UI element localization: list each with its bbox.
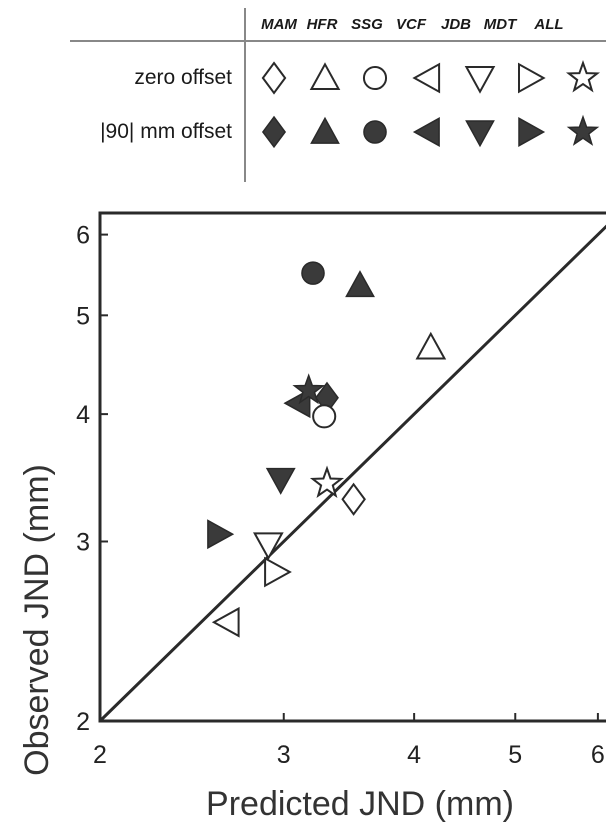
- legend-marker-vcf-zero: [412, 62, 441, 94]
- y-tick-label: 5: [76, 302, 90, 330]
- legend-row-label-offset: |90| mm offset: [100, 120, 232, 143]
- legend-marker-all-zero: [565, 60, 601, 93]
- data-point-hfr-zero: [415, 331, 447, 360]
- legend-header-vcf: VCF: [396, 16, 427, 33]
- y-tick-label: 2: [76, 708, 90, 736]
- legend-marker-hfr-offset: [310, 116, 340, 144]
- y-tick-label: 4: [76, 401, 90, 429]
- data-point-all-zero: [309, 465, 344, 499]
- legend-marker-all-offset: [566, 114, 600, 146]
- data-point-all-offset: [292, 373, 326, 405]
- legend-header-mam: MAM: [261, 16, 297, 33]
- data-point-hfr-offset: [345, 270, 375, 298]
- legend-marker-ssg-zero: [362, 65, 388, 91]
- data-point-jdb-offset: [265, 467, 296, 495]
- legend-marker-ssg-offset: [363, 120, 387, 144]
- legend-column-headers: MAM HFR SSG VCF JDB MDT ALL: [261, 16, 564, 33]
- x-tick-label: 2: [93, 741, 107, 769]
- legend-row-label-zero: zero offset: [134, 66, 232, 89]
- x-tick-label: 6: [591, 741, 605, 769]
- legend-header-all: ALL: [533, 16, 563, 33]
- legend-header-ssg: SSG: [351, 16, 383, 33]
- legend-header-hfr: HFR: [307, 16, 338, 33]
- legend-header-jdb: JDB: [441, 16, 471, 33]
- data-point-ssg-zero: [312, 404, 337, 429]
- scatter-chart: 2 3 4 5 6 2 3 4 5 6 Predicted JND (mm) Observed J…: [18, 211, 606, 823]
- x-axis-label: Predicted JND (mm): [206, 785, 514, 823]
- legend-marker-hfr-zero: [309, 62, 341, 90]
- data-points: [207, 261, 447, 638]
- legend-header-mdt: MDT: [484, 16, 518, 33]
- legend-marker-jdb-offset: [465, 120, 495, 148]
- identity-reference-line: [98, 224, 606, 723]
- y-axis-label: Observed JND (mm): [18, 464, 56, 776]
- marker-legend: MAM HFR SSG VCF JDB MDT ALL zero offset |90| m…: [70, 8, 606, 182]
- data-point-mdt-zero: [264, 556, 292, 588]
- data-point-mdt-offset: [207, 519, 235, 550]
- plot-frame: [98, 211, 606, 723]
- legend-marker-mdt-offset: [518, 117, 546, 147]
- data-point-ssg-offset: [301, 261, 325, 285]
- x-tick-label: 5: [508, 741, 522, 769]
- legend-marker-mdt-zero: [518, 62, 546, 94]
- legend-marker-mam-offset: [261, 115, 287, 149]
- legend-markers: [261, 60, 601, 149]
- y-tick-label: 6: [76, 222, 90, 250]
- legend-marker-jdb-zero: [464, 66, 496, 94]
- data-point-jdb-zero: [253, 532, 284, 561]
- legend-marker-mam-zero: [261, 61, 287, 95]
- x-tick-label: 3: [277, 741, 291, 769]
- legend-marker-vcf-offset: [412, 117, 440, 147]
- x-tick-label: 4: [407, 741, 421, 769]
- y-tick-label: 3: [76, 528, 90, 556]
- data-point-mam-zero: [341, 482, 366, 516]
- axis-ticks: 2 3 4 5 6 2 3 4 5 6: [76, 222, 605, 769]
- data-point-vcf-zero: [211, 606, 240, 638]
